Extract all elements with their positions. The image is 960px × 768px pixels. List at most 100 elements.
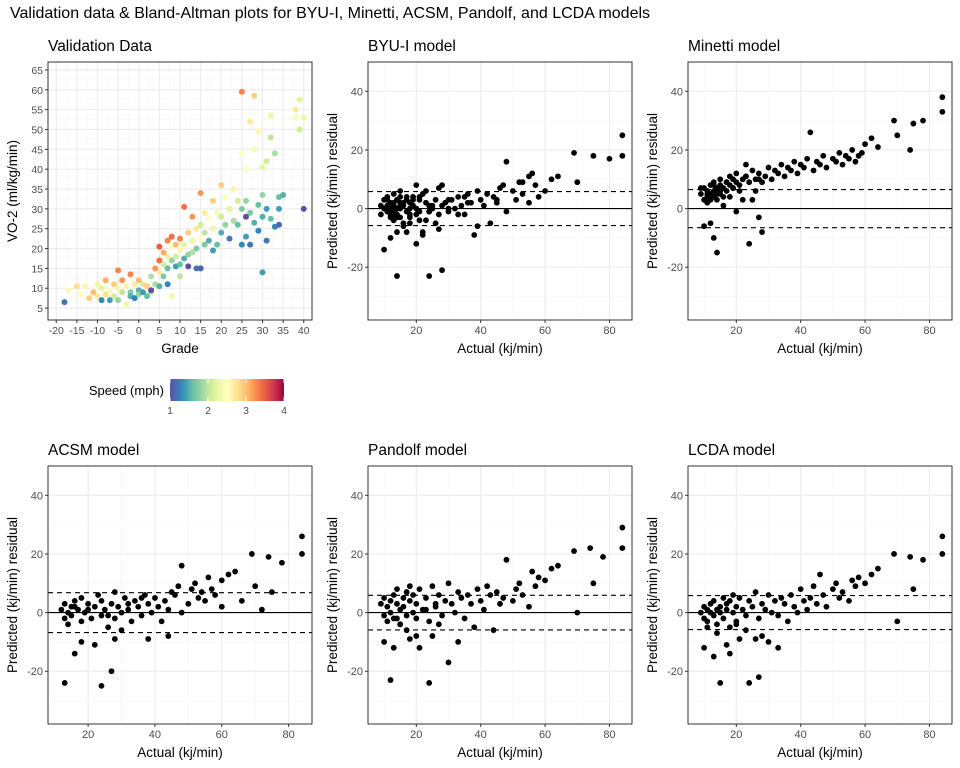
x-tick-label: 40: [298, 325, 310, 337]
data-point: [907, 553, 914, 560]
legend-title: Speed (mph): [89, 383, 164, 398]
data-point: [435, 621, 442, 628]
data-point: [833, 580, 839, 587]
y-tick-label: -20: [347, 262, 363, 274]
data-point: [697, 609, 704, 616]
data-point: [833, 158, 839, 165]
data-point: [251, 219, 258, 226]
data-point: [218, 603, 225, 610]
data-point: [131, 281, 138, 288]
data-point: [397, 199, 404, 206]
axis-ticks: 20 40 60 80 -20 0 20 40: [667, 86, 935, 337]
data-point: [426, 208, 433, 215]
data-point: [717, 680, 724, 686]
data-point: [423, 595, 429, 601]
y-axis-label: Predicted (kj/min) residual: [645, 517, 660, 673]
data-point: [94, 281, 101, 288]
y-tick-label: 30: [31, 204, 43, 216]
data-point: [920, 117, 926, 124]
data-point: [697, 191, 704, 197]
data-point: [726, 193, 733, 200]
data-point: [144, 293, 150, 300]
data-point: [267, 112, 274, 119]
x-axis-label: Actual (kj/min): [137, 745, 223, 760]
x-tick-label: 20: [730, 729, 742, 741]
data-point: [125, 606, 132, 613]
data-point: [85, 600, 92, 607]
data-point: [509, 597, 516, 604]
panel-border: [367, 465, 633, 725]
data-point: [471, 624, 478, 631]
data-point: [403, 612, 410, 619]
data-point: [377, 211, 384, 218]
data-point: [432, 600, 439, 607]
data-point: [201, 241, 208, 248]
data-point: [910, 120, 917, 127]
y-tick-label: 40: [31, 490, 43, 502]
data-point: [419, 191, 426, 197]
data-point: [868, 571, 875, 578]
data-point: [91, 603, 98, 610]
data-point: [720, 615, 727, 622]
x-axis-label: Actual (kj/min): [777, 341, 863, 356]
data-point: [226, 235, 233, 242]
data-point: [123, 301, 130, 308]
panel-title: Minetti model: [688, 38, 780, 55]
data-point: [862, 580, 868, 587]
x-tick-label: 20: [82, 729, 94, 741]
data-point: [139, 289, 146, 296]
data-point: [704, 624, 711, 631]
x-tick-label: 40: [149, 729, 161, 741]
data-point: [210, 197, 216, 204]
data-point: [400, 603, 407, 610]
data-point: [111, 615, 118, 622]
data-point: [788, 592, 794, 598]
data-point: [181, 241, 188, 248]
data-point: [406, 597, 413, 604]
data-point: [105, 624, 112, 631]
data-point: [160, 249, 167, 256]
data-point: [164, 237, 171, 244]
data-point: [108, 668, 115, 675]
y-tick-label: -20: [27, 666, 43, 678]
data-point: [78, 595, 85, 601]
data-point: [185, 229, 192, 236]
data-point: [435, 592, 442, 598]
x-tick-label: 40: [475, 325, 487, 337]
x-tick-label: 20: [730, 325, 742, 337]
data-point: [65, 287, 72, 294]
data-point: [394, 273, 400, 279]
data-points: [697, 94, 946, 256]
data-point: [247, 118, 254, 125]
data-point: [743, 612, 749, 619]
data-point: [868, 135, 875, 142]
data-point: [458, 595, 465, 601]
data-point: [230, 217, 237, 224]
panel-border: [367, 61, 633, 321]
data-point: [259, 269, 266, 276]
data-point: [707, 220, 714, 227]
data-point: [387, 677, 394, 683]
data-point: [155, 603, 162, 610]
data-point: [218, 213, 225, 220]
data-point: [461, 211, 468, 218]
panel-border: [47, 465, 313, 725]
data-point: [752, 188, 759, 194]
data-point: [519, 592, 526, 598]
data-point: [736, 188, 743, 194]
data-point: [403, 589, 410, 595]
data-point: [98, 597, 105, 604]
data-point: [759, 600, 765, 607]
data-point: [300, 114, 307, 121]
data-point: [548, 565, 555, 572]
data-point: [238, 150, 245, 157]
data-point: [587, 545, 594, 551]
data-point: [178, 562, 185, 569]
data-point: [765, 639, 772, 645]
x-tick-label: 60: [216, 729, 228, 741]
data-point: [743, 173, 749, 180]
data-point: [701, 223, 707, 230]
data-point: [755, 674, 762, 680]
data-point: [749, 603, 756, 610]
data-point: [477, 597, 484, 604]
